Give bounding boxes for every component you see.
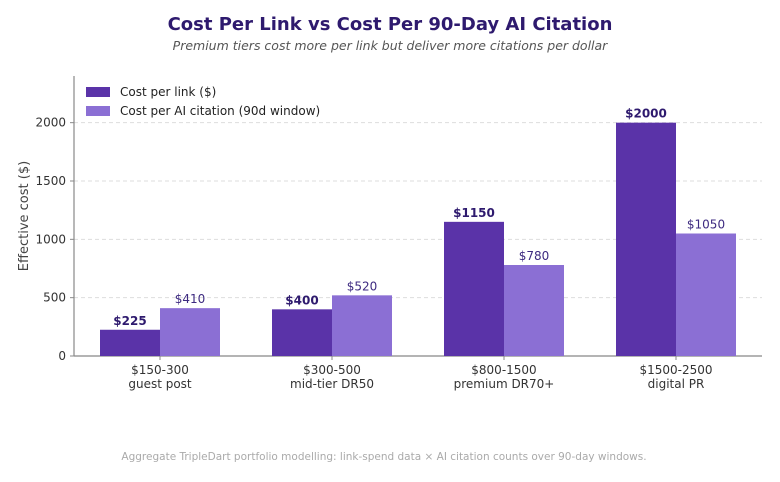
legend-label-link: Cost per link ($) bbox=[120, 85, 217, 99]
bar-cost-per-citation bbox=[332, 295, 392, 356]
bar-cost-per-link bbox=[616, 122, 676, 357]
y-tick-label: 500 bbox=[43, 291, 66, 305]
x-tick-label: $1500-2500 bbox=[639, 363, 712, 377]
legend-swatch-citation bbox=[86, 106, 110, 116]
bar-cost-per-link bbox=[444, 221, 504, 356]
x-tick-label: digital PR bbox=[648, 377, 705, 391]
legend-swatch-link bbox=[86, 87, 110, 97]
data-label: $2000 bbox=[625, 107, 667, 121]
chart-title: Cost Per Link vs Cost Per 90-Day AI Cita… bbox=[167, 14, 613, 35]
legend-item-citation: Cost per AI citation (90d window) bbox=[86, 102, 320, 120]
bar-cost-per-citation bbox=[160, 308, 220, 356]
data-label: $410 bbox=[175, 292, 206, 306]
data-label: $225 bbox=[113, 314, 146, 328]
bar-cost-per-citation bbox=[676, 233, 736, 356]
bar-cost-per-citation bbox=[504, 265, 564, 356]
x-tick-label: $300-500 bbox=[303, 363, 361, 377]
data-label: $1150 bbox=[453, 206, 495, 220]
bar-cost-per-link bbox=[100, 329, 160, 356]
legend-item-link: Cost per link ($) bbox=[86, 83, 320, 101]
legend: Cost per link ($) Cost per AI citation (… bbox=[86, 83, 320, 121]
data-label: $780 bbox=[519, 249, 550, 263]
y-tick-label: 0 bbox=[58, 349, 66, 363]
x-tick-label: $800-1500 bbox=[471, 363, 536, 377]
y-axis-label: Effective cost ($) bbox=[17, 161, 32, 271]
data-label: $1050 bbox=[687, 218, 725, 232]
chart-subtitle: Premium tiers cost more per link but del… bbox=[172, 38, 608, 53]
footnote: Aggregate TripleDart portfolio modelling… bbox=[121, 451, 647, 463]
x-tick-label: $150-300 bbox=[131, 363, 189, 377]
data-label: $520 bbox=[347, 279, 378, 293]
y-tick-label: 2000 bbox=[35, 116, 66, 130]
legend-label-citation: Cost per AI citation (90d window) bbox=[120, 104, 321, 118]
data-label: $400 bbox=[285, 293, 318, 307]
x-tick-label: guest post bbox=[128, 377, 192, 391]
y-tick-label: 1000 bbox=[35, 232, 66, 246]
bar-cost-per-link bbox=[272, 309, 332, 356]
x-tick-label: mid-tier DR50 bbox=[290, 377, 374, 391]
y-tick-label: 1500 bbox=[35, 174, 66, 188]
x-tick-label: premium DR70+ bbox=[454, 377, 555, 391]
